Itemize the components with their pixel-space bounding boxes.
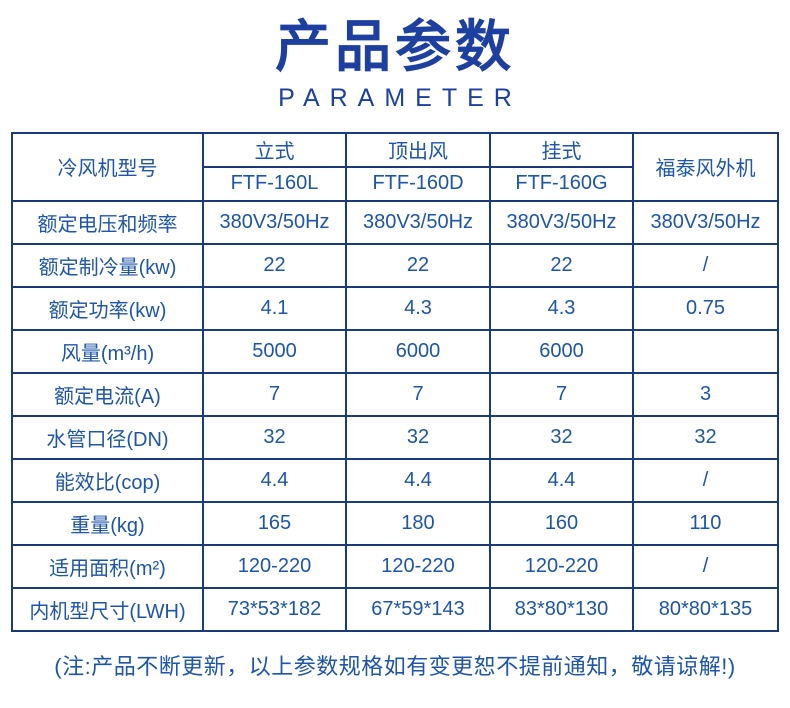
param-cell: 380V3/50Hz	[632, 199, 779, 245]
param-cell: 32	[632, 414, 779, 460]
row-label: 风量(m³/h)	[11, 328, 204, 374]
param-cell: 120-220	[489, 543, 634, 589]
page-title: 产品参数	[275, 15, 515, 78]
param-cell: 7	[345, 371, 491, 417]
table-row-pipe-diameter: 水管口径(DN) 32 32 32 32	[11, 414, 779, 460]
param-cell: 5000	[202, 328, 347, 374]
param-cell: 6000	[345, 328, 491, 374]
param-cell: 380V3/50Hz	[202, 199, 347, 245]
row-label: 重量(kg)	[11, 500, 204, 546]
param-cell: 0.75	[632, 285, 779, 331]
param-cell: 73*53*182	[202, 586, 347, 632]
param-cell: 22	[202, 242, 347, 288]
table-row-energy-efficiency: 能效比(cop) 4.4 4.4 4.4 /	[11, 457, 779, 503]
param-cell: 80*80*135	[632, 586, 779, 632]
row-label: 适用面积(m²)	[11, 543, 204, 589]
param-cell: 165	[202, 500, 347, 546]
column-type-top-outlet: 顶出风	[345, 131, 491, 168]
param-cell: 380V3/50Hz	[489, 199, 634, 245]
param-cell: 380V3/50Hz	[345, 199, 491, 245]
param-cell: /	[632, 457, 779, 503]
param-cell: 4.3	[345, 285, 491, 331]
row-label: 能效比(cop)	[11, 457, 204, 503]
param-cell: 110	[632, 500, 779, 546]
row-label: 额定制冷量(kw)	[11, 242, 204, 288]
row-label: 内机型尺寸(LWH)	[11, 586, 204, 632]
param-cell: 180	[345, 500, 491, 546]
param-cell: 3	[632, 371, 779, 417]
param-cell: 83*80*130	[489, 586, 634, 632]
table-row-cooling-capacity: 额定制冷量(kw) 22 22 22 /	[11, 242, 779, 288]
column-model-ftf160d: FTF-160D	[345, 165, 491, 202]
column-type-wall-mounted: 挂式	[489, 131, 634, 168]
table-row-rated-current: 额定电流(A) 7 7 7 3	[11, 371, 779, 417]
param-cell: 32	[345, 414, 491, 460]
row-label: 额定功率(kw)	[11, 285, 204, 331]
param-cell: 7	[489, 371, 634, 417]
param-cell: 120-220	[202, 543, 347, 589]
param-cell: 22	[345, 242, 491, 288]
param-cell: 32	[489, 414, 634, 460]
param-cell: 7	[202, 371, 347, 417]
param-cell: 4.3	[489, 285, 634, 331]
model-header-cell: 冷风机型号	[11, 131, 204, 202]
param-cell: 67*59*143	[345, 586, 491, 632]
param-cell: 120-220	[345, 543, 491, 589]
param-cell	[632, 328, 779, 374]
table-row-voltage-frequency: 额定电压和频率 380V3/50Hz 380V3/50Hz 380V3/50Hz…	[11, 199, 779, 245]
param-cell: /	[632, 543, 779, 589]
table-row-weight: 重量(kg) 165 180 160 110	[11, 500, 779, 546]
page-subtitle: PARAMETER	[278, 83, 522, 112]
row-label: 额定电压和频率	[11, 199, 204, 245]
param-cell: /	[632, 242, 779, 288]
param-cell: 4.4	[345, 457, 491, 503]
table-row-rated-power: 额定功率(kw) 4.1 4.3 4.3 0.75	[11, 285, 779, 331]
outdoor-unit-header-cell: 福泰风外机	[632, 131, 779, 202]
column-type-vertical: 立式	[202, 131, 347, 168]
param-cell: 4.1	[202, 285, 347, 331]
column-model-ftf160g: FTF-160G	[489, 165, 634, 202]
param-cell: 22	[489, 242, 634, 288]
param-cell: 32	[202, 414, 347, 460]
param-cell: 4.4	[202, 457, 347, 503]
parameter-table: 冷风机型号 立式 顶出风 挂式 福泰风外机 FTF-160L FTF-160D …	[11, 131, 779, 632]
table-row-applicable-area: 适用面积(m²) 120-220 120-220 120-220 /	[11, 543, 779, 589]
table-row-air-volume: 风量(m³/h) 5000 6000 6000	[11, 328, 779, 374]
table-row-indoor-unit-size: 内机型尺寸(LWH) 73*53*182 67*59*143 83*80*130…	[11, 586, 779, 632]
footer-note: (注:产品不断更新，以上参数规格如有变更恕不提前通知，敬请谅解!)	[54, 653, 736, 679]
row-label: 额定电流(A)	[11, 371, 204, 417]
column-model-ftf160l: FTF-160L	[202, 165, 347, 202]
row-label: 水管口径(DN)	[11, 414, 204, 460]
param-cell: 160	[489, 500, 634, 546]
param-cell: 4.4	[489, 457, 634, 503]
param-cell: 6000	[489, 328, 634, 374]
